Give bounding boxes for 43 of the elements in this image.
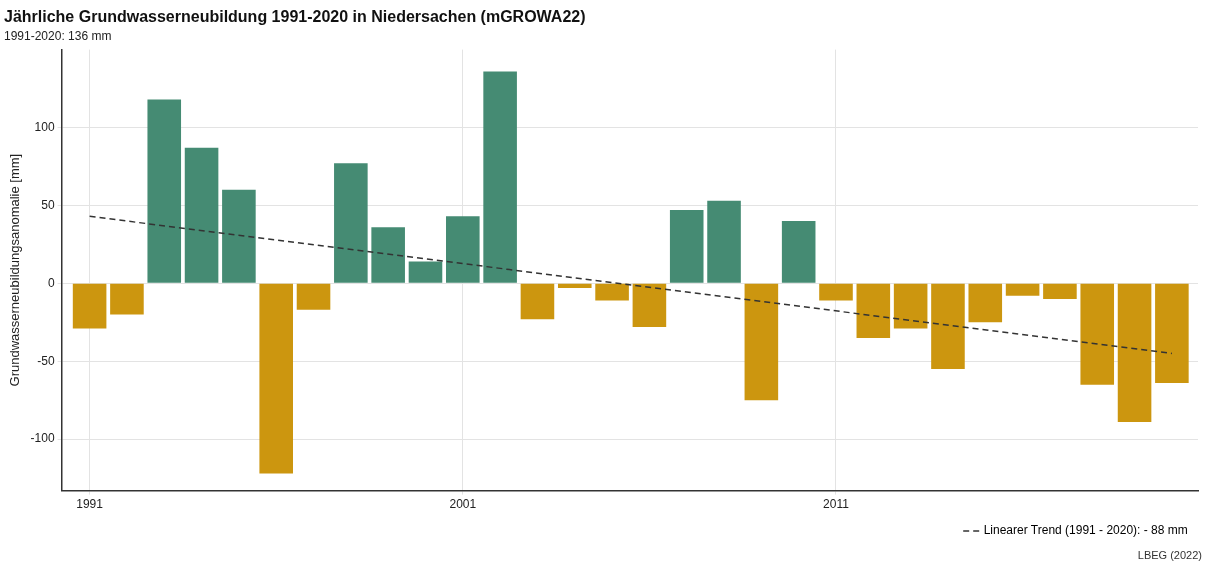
bar — [819, 283, 853, 301]
bar — [1117, 283, 1152, 423]
bar — [781, 221, 816, 283]
bar — [744, 283, 779, 401]
bar — [222, 189, 256, 283]
x-tick-label: 2001 — [449, 497, 477, 512]
x-tick-label: 2011 — [823, 497, 850, 512]
text: LBEG (2022) — [1137, 548, 1202, 561]
chart-title: Jährliche Grundwasserneubildung 1991-2020 in Niedersachen (mGROWA22) — [4, 8, 586, 26]
bar — [595, 283, 629, 301]
y-tick-label: -100 — [30, 431, 55, 446]
y-axis-title: Grundwasserneubildungsanomalie [mm] — [7, 153, 23, 387]
bar — [371, 227, 405, 283]
y-tick-label: 50 — [41, 197, 55, 212]
bar — [259, 283, 293, 474]
x-tick-label: 1991 — [76, 497, 104, 512]
bar — [334, 163, 368, 283]
bar — [856, 283, 891, 338]
bar — [1080, 283, 1115, 385]
bar — [669, 210, 704, 283]
bar — [296, 283, 331, 310]
bar — [483, 71, 517, 283]
bar — [72, 283, 107, 329]
bar — [446, 216, 480, 283]
bar — [1005, 283, 1040, 296]
bar — [1155, 283, 1189, 384]
bar — [110, 283, 144, 315]
y-tick-label: 0 — [47, 275, 55, 290]
bar — [968, 283, 1003, 323]
legend-label: Linearer Trend (1991 - 2020): - 88 mm — [983, 523, 1188, 538]
bar — [632, 283, 667, 327]
bar — [931, 283, 965, 370]
bar — [707, 200, 741, 283]
bar — [520, 283, 555, 320]
bar — [184, 147, 219, 283]
bar — [893, 283, 928, 329]
bar — [408, 261, 443, 283]
bar — [147, 99, 182, 283]
bar — [557, 283, 592, 289]
y-tick-label: -50 — [37, 353, 55, 368]
bar — [1043, 283, 1077, 299]
chart-subtitle: 1991-2020: 136 mm — [4, 28, 112, 43]
y-tick-label: 100 — [34, 119, 55, 134]
